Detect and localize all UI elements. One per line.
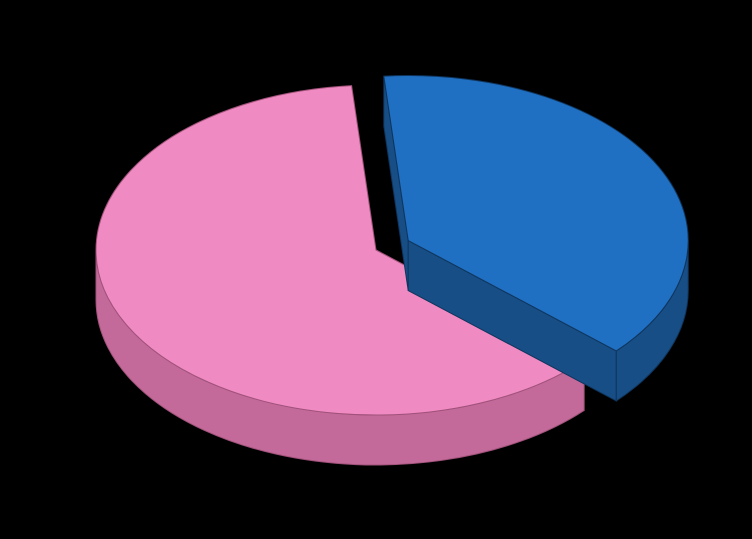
pie-chart-svg <box>0 0 752 539</box>
pie-chart-3d <box>0 0 752 539</box>
